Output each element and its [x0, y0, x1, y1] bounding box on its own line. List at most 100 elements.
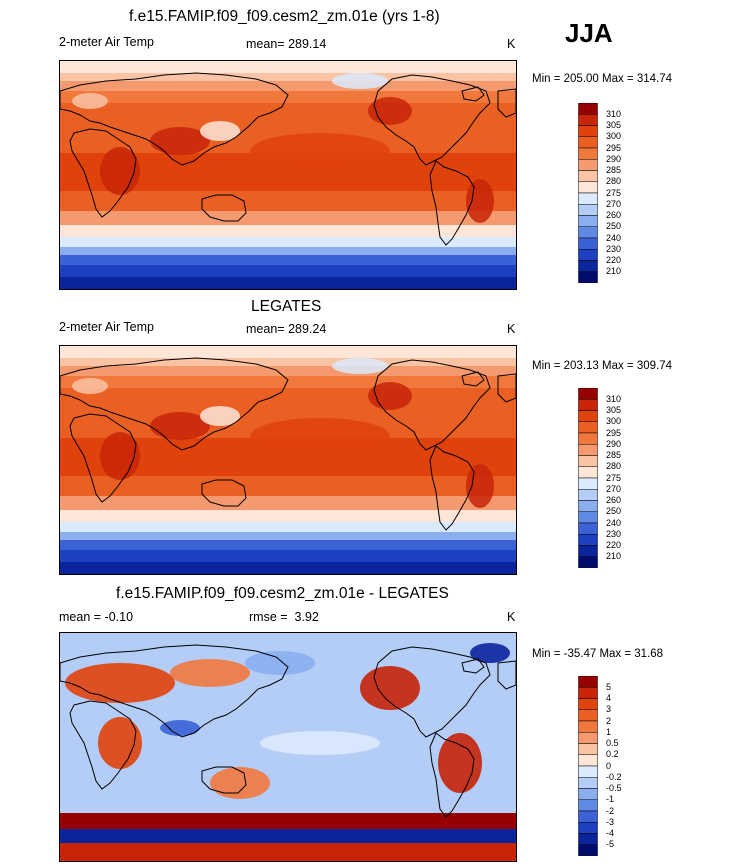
temperature-band [60, 540, 516, 550]
colorbar-tick-label: 280 [606, 461, 622, 472]
colorbar-box [578, 388, 598, 400]
colorbar-tick-label: -5 [606, 839, 615, 850]
colorbar-box [578, 237, 598, 250]
colorbar-tick-label: 310 [606, 393, 622, 404]
colorbar-tick-label: 305 [606, 405, 622, 415]
temperature-band [60, 550, 516, 562]
coastline [429, 732, 475, 818]
temperature-band [60, 366, 516, 376]
difference-region [65, 663, 175, 703]
coastline [201, 479, 247, 507]
colorbar-box [578, 556, 598, 568]
difference-region [245, 651, 315, 675]
colorbar-tick-label: 295 [606, 142, 622, 153]
panel-1-units: K [507, 37, 516, 51]
colorbar-tick-label: -2 [606, 805, 615, 816]
colorbar-box [578, 522, 598, 535]
temperature-band [60, 532, 516, 540]
temperature-band [60, 61, 516, 73]
colorbar-tick-label: 280 [606, 176, 622, 187]
colorbar-tick-label: -1 [606, 794, 615, 805]
coastline [373, 359, 491, 451]
colorbar-box [578, 799, 598, 812]
temperature-anomaly-region [332, 73, 388, 89]
panel-1-colorbar-canvas [578, 103, 598, 283]
coastline [497, 88, 516, 118]
coastline [201, 194, 247, 222]
panel-2-variable: 2-meter Air Temp [59, 320, 154, 334]
colorbar-box [578, 181, 598, 194]
colorbar-box [578, 833, 598, 845]
colorbar-tick-label: -3 [606, 816, 615, 827]
colorbar-tick-label: 270 [606, 198, 622, 209]
colorbar-tick-label: 260 [606, 210, 622, 220]
colorbar-tick-label: 250 [606, 221, 622, 232]
colorbar-box [578, 534, 598, 546]
panel-3-colorbar-canvas [578, 676, 598, 856]
colorbar-tick-label: -0.2 [606, 771, 622, 782]
panel-2-minmax: Min = 203.13 Max = 309.74 [532, 360, 673, 372]
colorbar-box [578, 226, 598, 239]
panel-1-map [59, 60, 517, 290]
temperature-band [60, 211, 516, 225]
panel-2-map [59, 345, 517, 575]
coastline [60, 72, 289, 166]
colorbar-tick-label: 300 [606, 416, 622, 427]
temperature-band [60, 265, 516, 277]
colorbar-box [578, 545, 598, 557]
colorbar-box [578, 410, 598, 422]
panel-2-title: LEGATES [251, 298, 322, 315]
coastline [373, 74, 491, 166]
temperature-band [60, 510, 516, 522]
colorbar-tick-label: 0.5 [606, 738, 619, 748]
colorbar-tick-label: 1 [606, 726, 612, 737]
colorbar-box [578, 159, 598, 171]
coastline [69, 700, 137, 790]
colorbar-box [578, 455, 598, 467]
temperature-band [60, 522, 516, 532]
colorbar-box [578, 204, 598, 216]
temperature-anomaly-region [250, 418, 390, 454]
coastline [461, 371, 485, 387]
temperature-anomaly-region [466, 464, 494, 508]
colorbar-tick-label: 285 [606, 165, 622, 175]
difference-region [438, 733, 482, 793]
colorbar-tick-label: 240 [606, 232, 622, 243]
panel-3-colorbar [578, 676, 598, 856]
temperature-band [60, 237, 516, 247]
panel-1-map-canvas [60, 61, 516, 289]
coastline [69, 128, 137, 218]
temperature-band [60, 476, 516, 496]
colorbar-box [578, 170, 598, 182]
coastline [429, 445, 475, 531]
colorbar-tick-label: 220 [606, 540, 622, 550]
colorbar-box [578, 477, 598, 490]
colorbar-box [578, 732, 598, 744]
colorbar-tick-label: 230 [606, 528, 622, 539]
colorbar-tick-label: 5 [606, 681, 612, 692]
panel-2-colorbar [578, 388, 598, 568]
colorbar-box [578, 444, 598, 456]
colorbar-box [578, 743, 598, 755]
temperature-band [60, 346, 516, 358]
colorbar-box [578, 511, 598, 524]
temperature-band [60, 277, 516, 289]
colorbar-box [578, 466, 598, 479]
colorbar-box [578, 500, 598, 512]
panel-2-mean: mean= 289.24 [246, 322, 327, 336]
colorbar-box [578, 260, 598, 272]
colorbar-tick-label: 240 [606, 517, 622, 528]
coastline [461, 86, 485, 102]
temperature-band [60, 255, 516, 265]
colorbar-tick-label: 210 [606, 551, 622, 562]
temperature-band [60, 358, 516, 366]
panel-1-mean: mean= 289.14 [246, 37, 327, 51]
coastline [497, 660, 516, 690]
panel-3-map-canvas [60, 633, 516, 861]
colorbar-box [578, 788, 598, 800]
colorbar-box [578, 249, 598, 261]
colorbar-box [578, 822, 598, 834]
coastline [201, 766, 247, 794]
temperature-band [60, 496, 516, 510]
colorbar-box [578, 777, 598, 789]
